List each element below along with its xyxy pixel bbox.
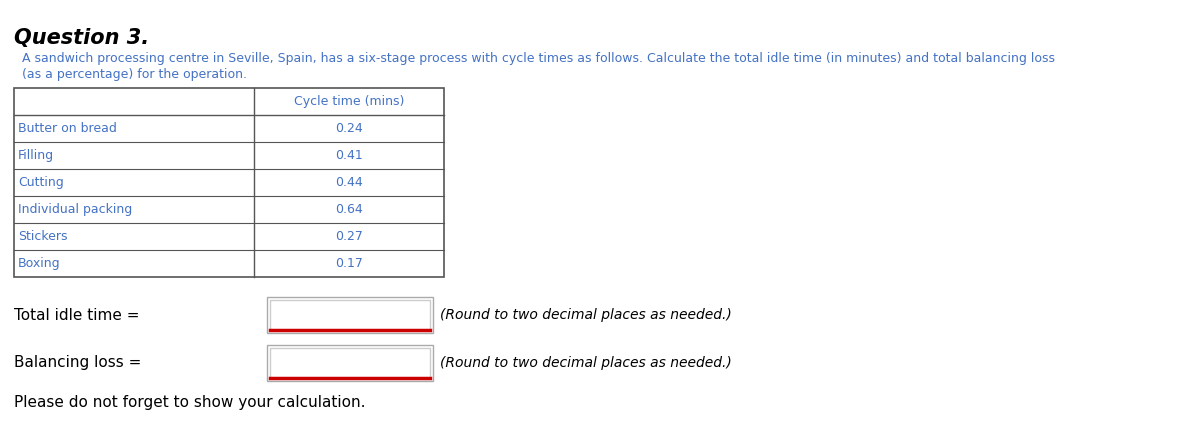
Bar bbox=[266, 297, 433, 333]
Text: A sandwich processing centre in Seville, Spain, has a six-stage process with cyc: A sandwich processing centre in Seville,… bbox=[22, 52, 1055, 65]
Text: 0.41: 0.41 bbox=[335, 149, 362, 162]
Text: 0.44: 0.44 bbox=[335, 176, 362, 189]
Text: Balancing loss =: Balancing loss = bbox=[14, 355, 142, 370]
Text: Boxing: Boxing bbox=[18, 257, 61, 270]
Bar bbox=[266, 345, 433, 381]
Text: 0.27: 0.27 bbox=[335, 230, 362, 243]
Text: Cycle time (mins): Cycle time (mins) bbox=[294, 95, 404, 108]
Bar bbox=[270, 348, 430, 378]
Text: (Round to two decimal places as needed.): (Round to two decimal places as needed.) bbox=[440, 308, 732, 322]
Text: Filling: Filling bbox=[18, 149, 54, 162]
Text: Please do not forget to show your calculation.: Please do not forget to show your calcul… bbox=[14, 395, 366, 409]
Bar bbox=[270, 300, 430, 330]
Text: Total idle time =: Total idle time = bbox=[14, 308, 139, 323]
Text: Stickers: Stickers bbox=[18, 230, 67, 243]
Bar bbox=[14, 88, 444, 277]
Text: Question 3.: Question 3. bbox=[14, 28, 149, 48]
Text: 0.64: 0.64 bbox=[335, 203, 362, 216]
Text: Individual packing: Individual packing bbox=[18, 203, 132, 216]
Text: (as a percentage) for the operation.: (as a percentage) for the operation. bbox=[22, 68, 247, 81]
Text: Butter on bread: Butter on bread bbox=[18, 122, 116, 135]
Text: Cutting: Cutting bbox=[18, 176, 64, 189]
Text: (Round to two decimal places as needed.): (Round to two decimal places as needed.) bbox=[440, 356, 732, 370]
Text: 0.17: 0.17 bbox=[335, 257, 362, 270]
Text: 0.24: 0.24 bbox=[335, 122, 362, 135]
